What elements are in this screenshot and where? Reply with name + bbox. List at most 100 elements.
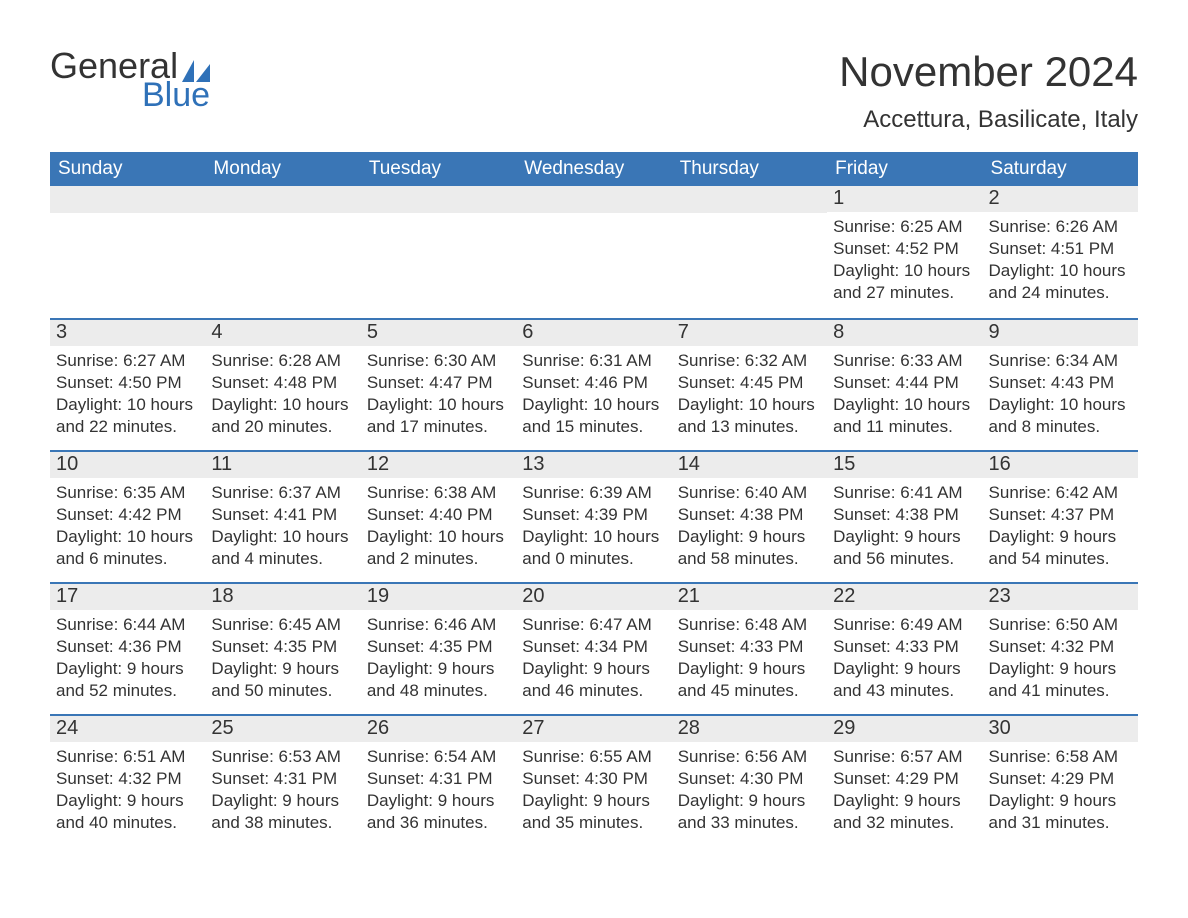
daylight-text-2: and 22 minutes. <box>56 416 199 438</box>
daylight-text-1: Daylight: 10 hours <box>367 394 510 416</box>
daylight-text-1: Daylight: 10 hours <box>833 394 976 416</box>
day-cell: 30Sunrise: 6:58 AMSunset: 4:29 PMDayligh… <box>983 716 1138 846</box>
daylight-text-1: Daylight: 9 hours <box>522 790 665 812</box>
day-number: 30 <box>983 716 1138 742</box>
day-number: 4 <box>205 320 360 346</box>
daylight-text-2: and 43 minutes. <box>833 680 976 702</box>
month-title: November 2024 <box>839 48 1138 96</box>
sunset-text: Sunset: 4:31 PM <box>367 768 510 790</box>
day-details: Sunrise: 6:37 AMSunset: 4:41 PMDaylight:… <box>205 478 360 576</box>
day-number: 16 <box>983 452 1138 478</box>
sunrise-text: Sunrise: 6:35 AM <box>56 482 199 504</box>
sunrise-text: Sunrise: 6:49 AM <box>833 614 976 636</box>
daylight-text-1: Daylight: 10 hours <box>56 526 199 548</box>
daylight-text-2: and 36 minutes. <box>367 812 510 834</box>
day-details: Sunrise: 6:28 AMSunset: 4:48 PMDaylight:… <box>205 346 360 444</box>
day-number: 19 <box>361 584 516 610</box>
day-number: 23 <box>983 584 1138 610</box>
day-details: Sunrise: 6:49 AMSunset: 4:33 PMDaylight:… <box>827 610 982 708</box>
day-details: Sunrise: 6:50 AMSunset: 4:32 PMDaylight:… <box>983 610 1138 708</box>
empty-day <box>516 186 671 213</box>
sunrise-text: Sunrise: 6:55 AM <box>522 746 665 768</box>
sunset-text: Sunset: 4:46 PM <box>522 372 665 394</box>
sunrise-text: Sunrise: 6:58 AM <box>989 746 1132 768</box>
sunset-text: Sunset: 4:51 PM <box>989 238 1132 260</box>
daylight-text-2: and 56 minutes. <box>833 548 976 570</box>
day-details: Sunrise: 6:34 AMSunset: 4:43 PMDaylight:… <box>983 346 1138 444</box>
daylight-text-2: and 24 minutes. <box>989 282 1132 304</box>
daylight-text-2: and 6 minutes. <box>56 548 199 570</box>
daylight-text-1: Daylight: 10 hours <box>522 526 665 548</box>
day-number: 24 <box>50 716 205 742</box>
day-details: Sunrise: 6:47 AMSunset: 4:34 PMDaylight:… <box>516 610 671 708</box>
empty-day <box>205 186 360 213</box>
day-number: 12 <box>361 452 516 478</box>
sunrise-text: Sunrise: 6:53 AM <box>211 746 354 768</box>
daylight-text-2: and 50 minutes. <box>211 680 354 702</box>
weekday-header: Tuesday <box>361 152 516 186</box>
daylight-text-2: and 32 minutes. <box>833 812 976 834</box>
sunset-text: Sunset: 4:44 PM <box>833 372 976 394</box>
daylight-text-2: and 41 minutes. <box>989 680 1132 702</box>
day-cell: 21Sunrise: 6:48 AMSunset: 4:33 PMDayligh… <box>672 584 827 714</box>
sunset-text: Sunset: 4:30 PM <box>678 768 821 790</box>
daylight-text-2: and 58 minutes. <box>678 548 821 570</box>
day-details: Sunrise: 6:33 AMSunset: 4:44 PMDaylight:… <box>827 346 982 444</box>
day-details: Sunrise: 6:32 AMSunset: 4:45 PMDaylight:… <box>672 346 827 444</box>
sunrise-text: Sunrise: 6:27 AM <box>56 350 199 372</box>
sunrise-text: Sunrise: 6:37 AM <box>211 482 354 504</box>
sunset-text: Sunset: 4:50 PM <box>56 372 199 394</box>
sunset-text: Sunset: 4:42 PM <box>56 504 199 526</box>
empty-day <box>672 186 827 213</box>
day-cell <box>205 186 360 318</box>
weekday-header: Friday <box>827 152 982 186</box>
day-number: 10 <box>50 452 205 478</box>
day-cell <box>50 186 205 318</box>
daylight-text-2: and 15 minutes. <box>522 416 665 438</box>
day-cell: 3Sunrise: 6:27 AMSunset: 4:50 PMDaylight… <box>50 320 205 450</box>
sunset-text: Sunset: 4:37 PM <box>989 504 1132 526</box>
day-cell: 9Sunrise: 6:34 AMSunset: 4:43 PMDaylight… <box>983 320 1138 450</box>
daylight-text-2: and 33 minutes. <box>678 812 821 834</box>
day-cell: 26Sunrise: 6:54 AMSunset: 4:31 PMDayligh… <box>361 716 516 846</box>
daylight-text-2: and 8 minutes. <box>989 416 1132 438</box>
daylight-text-2: and 4 minutes. <box>211 548 354 570</box>
daylight-text-2: and 38 minutes. <box>211 812 354 834</box>
day-cell: 17Sunrise: 6:44 AMSunset: 4:36 PMDayligh… <box>50 584 205 714</box>
day-cell: 18Sunrise: 6:45 AMSunset: 4:35 PMDayligh… <box>205 584 360 714</box>
daylight-text-1: Daylight: 10 hours <box>211 394 354 416</box>
sunset-text: Sunset: 4:52 PM <box>833 238 976 260</box>
daylight-text-1: Daylight: 9 hours <box>989 658 1132 680</box>
sunrise-text: Sunrise: 6:25 AM <box>833 216 976 238</box>
sunset-text: Sunset: 4:34 PM <box>522 636 665 658</box>
week-row: 17Sunrise: 6:44 AMSunset: 4:36 PMDayligh… <box>50 582 1138 714</box>
weekday-header: Monday <box>205 152 360 186</box>
day-number: 22 <box>827 584 982 610</box>
daylight-text-1: Daylight: 9 hours <box>56 658 199 680</box>
sunset-text: Sunset: 4:40 PM <box>367 504 510 526</box>
sunrise-text: Sunrise: 6:34 AM <box>989 350 1132 372</box>
day-cell: 11Sunrise: 6:37 AMSunset: 4:41 PMDayligh… <box>205 452 360 582</box>
daylight-text-2: and 13 minutes. <box>678 416 821 438</box>
day-cell: 14Sunrise: 6:40 AMSunset: 4:38 PMDayligh… <box>672 452 827 582</box>
calendar: Sunday Monday Tuesday Wednesday Thursday… <box>50 152 1138 846</box>
daylight-text-1: Daylight: 10 hours <box>833 260 976 282</box>
day-cell: 15Sunrise: 6:41 AMSunset: 4:38 PMDayligh… <box>827 452 982 582</box>
sunrise-text: Sunrise: 6:42 AM <box>989 482 1132 504</box>
day-cell <box>516 186 671 318</box>
sunset-text: Sunset: 4:45 PM <box>678 372 821 394</box>
daylight-text-1: Daylight: 9 hours <box>367 658 510 680</box>
daylight-text-1: Daylight: 9 hours <box>211 790 354 812</box>
day-number: 13 <box>516 452 671 478</box>
weekday-header: Saturday <box>983 152 1138 186</box>
day-number: 25 <box>205 716 360 742</box>
day-details: Sunrise: 6:42 AMSunset: 4:37 PMDaylight:… <box>983 478 1138 576</box>
daylight-text-1: Daylight: 10 hours <box>989 260 1132 282</box>
day-number: 21 <box>672 584 827 610</box>
day-cell: 12Sunrise: 6:38 AMSunset: 4:40 PMDayligh… <box>361 452 516 582</box>
sunrise-text: Sunrise: 6:50 AM <box>989 614 1132 636</box>
day-details: Sunrise: 6:55 AMSunset: 4:30 PMDaylight:… <box>516 742 671 840</box>
sunset-text: Sunset: 4:47 PM <box>367 372 510 394</box>
sunrise-text: Sunrise: 6:33 AM <box>833 350 976 372</box>
daylight-text-2: and 45 minutes. <box>678 680 821 702</box>
